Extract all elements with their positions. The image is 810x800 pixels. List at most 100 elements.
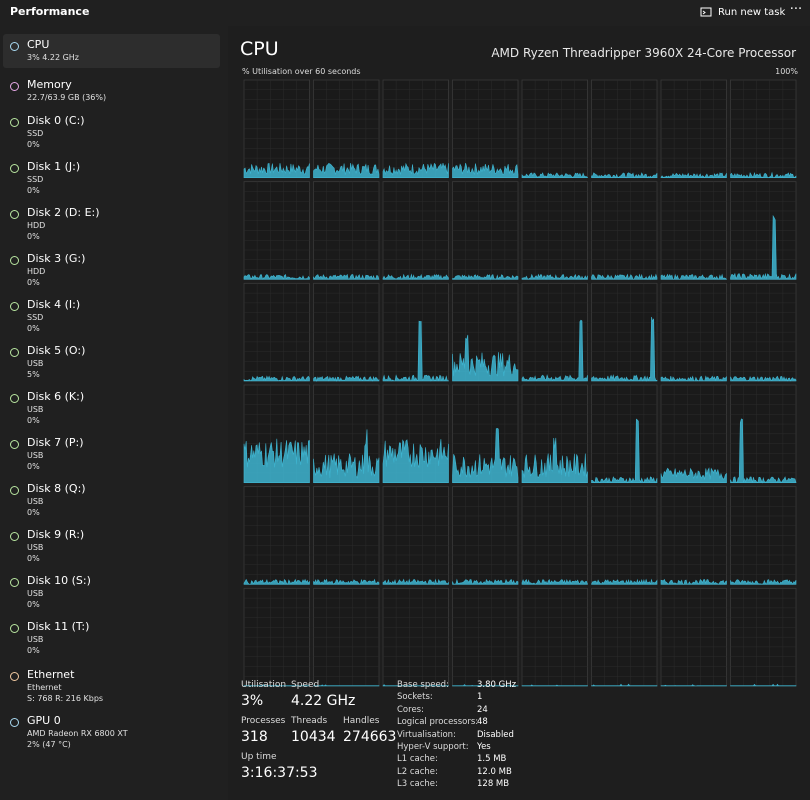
core-usage-area xyxy=(730,171,797,179)
sidebar-item-usage: 0% xyxy=(27,508,40,517)
core-graph-33 xyxy=(313,486,380,585)
threads-value: 10434 xyxy=(291,729,336,745)
core-graph-11 xyxy=(452,181,519,281)
sidebar-item-disk-10-s[interactable]: Disk 10 (S:) USB 0% xyxy=(3,570,220,614)
sidebar-item-disk-7-p[interactable]: Disk 7 (P:) USB 0% xyxy=(3,432,220,476)
detail-value: 12.0 MB xyxy=(477,766,512,777)
sidebar-item-disk-6-k[interactable]: Disk 6 (K:) USB 0% xyxy=(3,386,220,430)
detail-value: 24 xyxy=(477,704,488,715)
detail-key: L3 cache: xyxy=(397,779,438,790)
detail-value: 1 xyxy=(477,692,483,703)
core-usage-area xyxy=(730,683,797,687)
sidebar-item-label: Disk 8 (Q:) xyxy=(27,482,86,495)
core-graph-18 xyxy=(382,282,449,382)
core-usage-area xyxy=(730,418,797,484)
sidebar-item-usage: 2% (47 °C) xyxy=(27,740,71,749)
sidebar-item-disk-4-i[interactable]: Disk 4 (I:) SSD 0% xyxy=(3,294,220,338)
core-usage-area xyxy=(660,273,727,281)
core-usage-area xyxy=(382,273,449,281)
core-usage-area xyxy=(660,467,727,483)
core-graph-46 xyxy=(660,587,727,687)
sidebar-item-detail: HDD xyxy=(27,221,46,230)
core-usage-area xyxy=(660,684,727,687)
core-graph-44 xyxy=(521,587,588,687)
status-dot-icon xyxy=(10,394,19,403)
processes-value: 318 xyxy=(241,729,268,745)
sidebar-item-detail: SSD xyxy=(27,313,44,322)
status-dot-icon xyxy=(10,578,19,587)
core-usage-area xyxy=(730,579,797,586)
core-graph-19 xyxy=(452,282,519,382)
core-graph-27 xyxy=(452,384,519,484)
status-dot-icon xyxy=(10,42,19,51)
core-usage-area xyxy=(591,172,658,179)
sidebar-item-usage: 0% xyxy=(27,324,40,333)
status-dot-icon xyxy=(10,164,19,173)
core-usage-area xyxy=(591,418,658,484)
sidebar-item-detail: 22.7/63.9 GB (36%) xyxy=(27,93,107,102)
run-new-task-button[interactable]: Run new task xyxy=(700,2,785,22)
detail-value: 48 xyxy=(477,717,488,728)
sidebar-item-disk-3-g[interactable]: Disk 3 (G:) HDD 0% xyxy=(3,248,220,292)
core-usage-area xyxy=(521,579,588,585)
sidebar-item-disk-1-j[interactable]: Disk 1 (J:) SSD 0% xyxy=(3,156,220,200)
sidebar-item-detail: USB xyxy=(27,497,44,506)
sidebar-item-disk-8-q[interactable]: Disk 8 (Q:) USB 0% xyxy=(3,478,220,522)
sidebar-item-disk-2-d-e[interactable]: Disk 2 (D: E:) HDD 0% xyxy=(3,202,220,246)
status-dot-icon xyxy=(10,440,19,449)
core-usage-area xyxy=(452,578,519,585)
status-dot-icon xyxy=(10,672,19,681)
core-graph-36 xyxy=(521,486,588,585)
sidebar-item-disk-0-c[interactable]: Disk 0 (C:) SSD 0% xyxy=(3,110,220,154)
sidebar-item-label: Disk 10 (S:) xyxy=(27,574,91,587)
sidebar-item-label: Disk 2 (D: E:) xyxy=(27,206,100,219)
core-usage-area xyxy=(382,684,449,687)
sidebar-item-ethernet[interactable]: Ethernet Ethernet S: 768 R: 216 Kbps xyxy=(3,664,220,708)
core-usage-area xyxy=(382,320,449,382)
sidebar-item-detail: USB xyxy=(27,635,44,644)
core-graph-6 xyxy=(660,79,727,179)
core-usage-area xyxy=(660,578,727,585)
core-usage-area xyxy=(313,578,380,585)
core-graph-2 xyxy=(382,79,449,179)
core-usage-area xyxy=(243,438,310,483)
sidebar-item-memory[interactable]: Memory 22.7/63.9 GB (36%) xyxy=(3,74,220,108)
core-usage-area xyxy=(452,274,519,281)
core-usage-area xyxy=(521,273,588,281)
sidebar-item-gpu-0[interactable]: GPU 0 AMD Radeon RX 6800 XT 2% (47 °C) xyxy=(3,710,220,754)
handles-value: 274663 xyxy=(343,729,397,745)
run-task-icon xyxy=(700,6,712,18)
sidebar-item-usage: S: 768 R: 216 Kbps xyxy=(27,694,104,703)
core-usage-area xyxy=(521,437,588,483)
detail-value: Disabled xyxy=(477,729,514,740)
core-graph-35 xyxy=(452,486,519,585)
sidebar-item-label: Disk 11 (T:) xyxy=(27,620,90,633)
sidebar-item-detail: USB xyxy=(27,359,44,368)
core-usage-area xyxy=(243,273,310,281)
core-graph-43 xyxy=(452,587,519,687)
sidebar-item-detail: USB xyxy=(27,405,44,414)
sidebar-item-usage: 0% xyxy=(27,186,40,195)
sidebar-item-detail: SSD xyxy=(27,175,44,184)
status-dot-icon xyxy=(10,118,19,127)
sidebar-item-detail: SSD xyxy=(27,129,44,138)
status-dot-icon xyxy=(10,718,19,727)
core-graph-39 xyxy=(730,486,797,586)
core-graph-47 xyxy=(730,587,797,687)
more-options-button[interactable]: ··· xyxy=(789,2,803,17)
sidebar-item-cpu[interactable]: CPU 3% 4.22 GHz xyxy=(3,34,220,68)
sidebar-item-disk-9-r[interactable]: Disk 9 (R:) USB 0% xyxy=(3,524,220,568)
detail-value: 3.80 GHz xyxy=(477,680,517,690)
sidebar-item-label: CPU xyxy=(27,38,50,51)
page-title: Performance xyxy=(10,5,90,18)
core-graph-16 xyxy=(243,282,310,382)
utilisation-value: 3% xyxy=(241,693,264,709)
sidebar-item-disk-5-o[interactable]: Disk 5 (O:) USB 5% xyxy=(3,340,220,384)
sidebar-item-disk-11-t[interactable]: Disk 11 (T:) USB 0% xyxy=(3,616,220,660)
core-graph-12 xyxy=(521,181,588,281)
core-usage-area xyxy=(243,684,310,687)
sidebar-item-label: Disk 1 (J:) xyxy=(27,160,81,173)
detail-key: Logical processors: xyxy=(397,717,479,728)
sidebar-item-usage: 0% xyxy=(27,140,40,149)
core-usage-area xyxy=(730,214,797,281)
